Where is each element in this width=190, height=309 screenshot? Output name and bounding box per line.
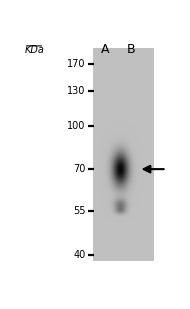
Text: 40: 40: [73, 250, 86, 260]
Text: 55: 55: [73, 206, 86, 216]
Text: 100: 100: [67, 121, 86, 131]
Text: 130: 130: [67, 86, 86, 95]
Text: 170: 170: [67, 59, 86, 70]
Text: B: B: [127, 43, 135, 56]
Text: KDa: KDa: [25, 45, 45, 55]
Bar: [93, 48, 153, 261]
Text: 70: 70: [73, 164, 86, 174]
Text: A: A: [101, 43, 110, 56]
